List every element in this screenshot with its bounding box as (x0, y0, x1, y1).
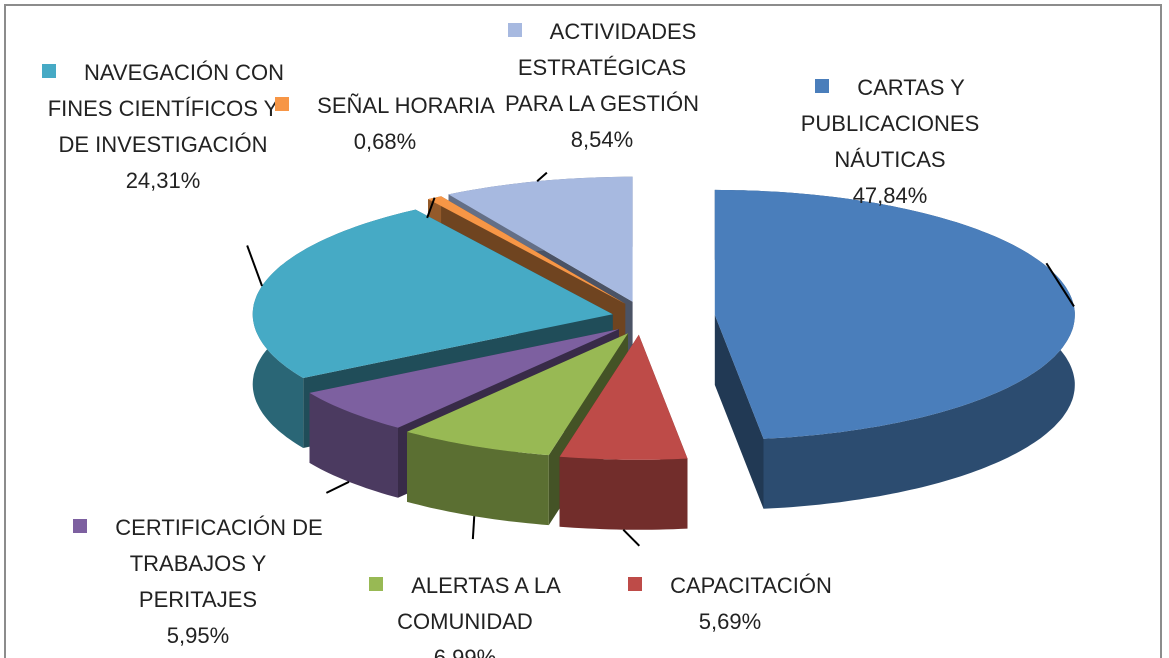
leader-line (246, 245, 263, 287)
legend-marker (815, 79, 830, 93)
legend-marker (507, 23, 522, 37)
slice (559, 334, 688, 460)
value-label: 5,69% (698, 609, 762, 634)
legend-marker (628, 577, 643, 591)
leader-line (536, 171, 548, 183)
category-label: CERTIFICACIÓN DE TRABAJOS Y PERITAJES (115, 515, 323, 612)
category-label: SEÑAL HORARIA (317, 93, 495, 118)
slice-side (309, 392, 398, 498)
value-label: 0,68% (353, 129, 417, 154)
leader-line (426, 197, 436, 219)
category-label: NAVEGACIÓN CON FINES CIENTÍFICOS Y DE IN… (47, 60, 285, 157)
legend-marker (369, 577, 384, 591)
slice (448, 176, 633, 302)
category-label: CAPACITACIÓN (670, 573, 832, 598)
chart-frame (4, 4, 1162, 658)
category-label: ALERTAS A LA COMUNIDAD (397, 573, 561, 634)
slice (309, 329, 619, 428)
leader-line (325, 480, 350, 494)
category-label: CARTAS Y PUBLICACIONES NÁUTICAS (800, 75, 980, 172)
value-label: 24,31% (125, 168, 201, 193)
value-label: 5,95% (166, 623, 230, 648)
legend-marker (73, 519, 88, 533)
legend-marker (275, 97, 290, 111)
slice-side (714, 314, 764, 509)
data-label: CARTAS Y PUBLICACIONES NÁUTICAS 47,84% (770, 70, 1010, 214)
data-label: ACTIVIDADES ESTRATÉGICAS PARA LA GESTIÓN… (502, 14, 702, 158)
value-label: 6,99% (433, 645, 497, 658)
slice (407, 333, 628, 456)
leader-line (471, 516, 476, 540)
value-label: 8,54% (570, 127, 634, 152)
slice (714, 189, 1075, 439)
leader-line (1045, 262, 1075, 308)
data-label: CAPACITACIÓN 5,69% (620, 568, 840, 640)
data-label: ALERTAS A LA COMUNIDAD 6,99% (350, 568, 580, 658)
slice (428, 196, 626, 304)
category-label: ACTIVIDADES ESTRATÉGICAS PARA LA GESTIÓN (505, 19, 699, 116)
data-label: SEÑAL HORARIA 0,68% (270, 88, 500, 160)
slice-side (407, 431, 549, 526)
data-label: NAVEGACIÓN CON FINES CIENTÍFICOS Y DE IN… (38, 55, 288, 199)
data-label: CERTIFICACIÓN DE TRABAJOS Y PERITAJES 5,9… (73, 510, 323, 654)
leader-line (622, 528, 641, 547)
value-label: 47,84% (852, 183, 928, 208)
legend-marker (41, 64, 56, 78)
slice-side (559, 456, 688, 530)
slice (252, 209, 613, 378)
